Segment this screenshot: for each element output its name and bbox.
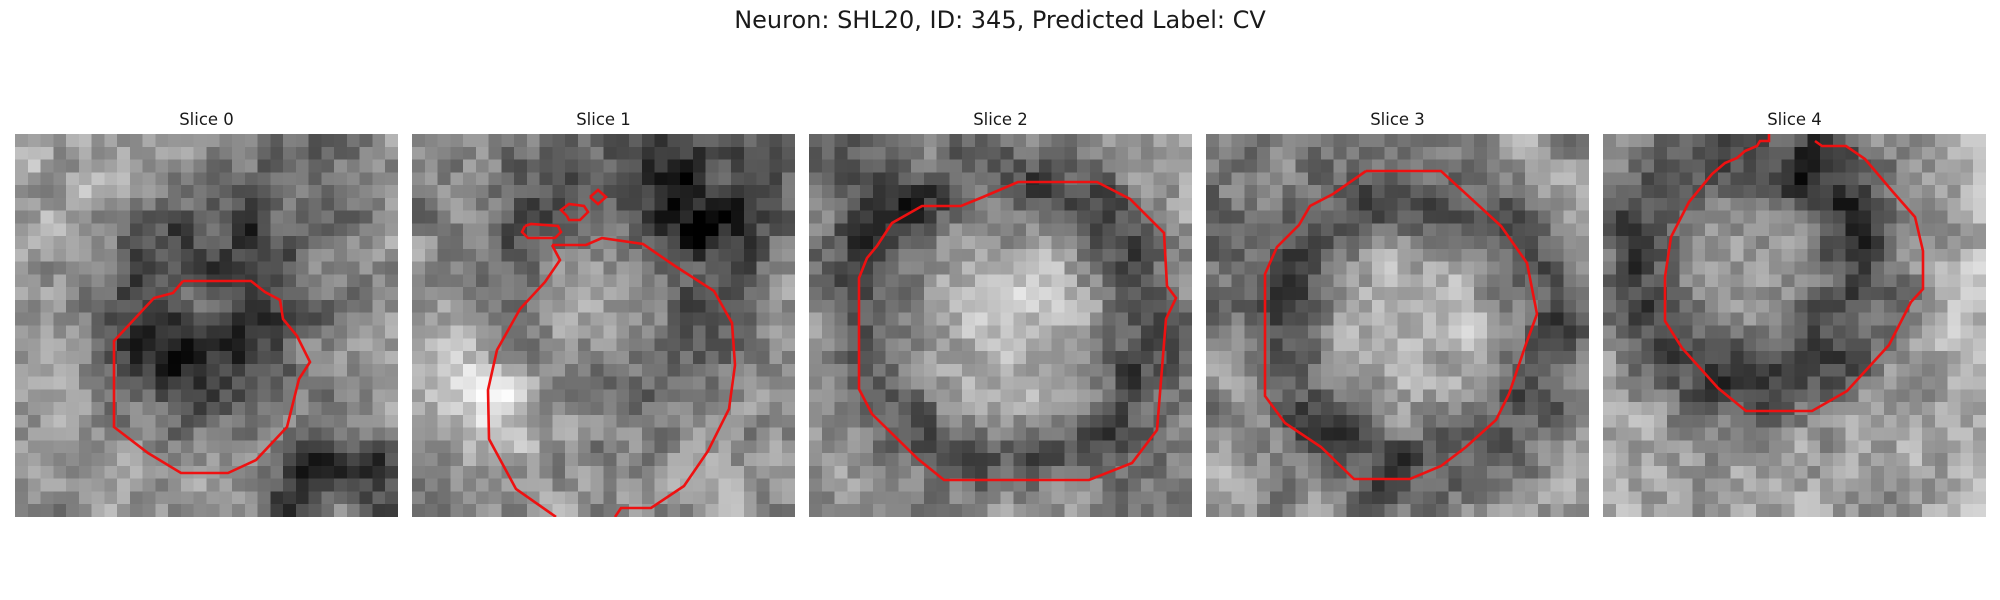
segmentation-contour: [1263, 169, 1539, 481]
slice-title: Slice 1: [576, 110, 631, 129]
figure-title: Neuron: SHL20, ID: 345, Predicted Label:…: [734, 6, 1266, 34]
segmentation-contour: [1663, 134, 1925, 413]
slice-title: Slice 3: [1370, 110, 1425, 129]
segmentation-contour: [857, 180, 1178, 482]
em-slice-canvas: [1206, 134, 1589, 517]
slice-image-2: [809, 134, 1192, 517]
slice-title: Slice 0: [179, 110, 234, 129]
segmentation-contour: [486, 188, 737, 517]
slice-panel-3: Slice 3: [1206, 108, 1589, 517]
slice-panel-0: Slice 0: [15, 108, 398, 517]
slice-image-3: [1206, 134, 1589, 517]
slice-title: Slice 2: [973, 110, 1028, 129]
slice-title: Slice 4: [1767, 110, 1822, 129]
slice-image-0: [15, 134, 398, 517]
segmentation-contour: [112, 279, 312, 475]
slice-image-4: [1603, 134, 1986, 517]
slice-panel-4: Slice 4: [1603, 108, 1986, 517]
slice-panel-2: Slice 2: [809, 108, 1192, 517]
slice-panel-1: Slice 1: [412, 108, 795, 517]
slice-image-1: [412, 134, 795, 517]
em-slice-canvas: [15, 134, 398, 517]
